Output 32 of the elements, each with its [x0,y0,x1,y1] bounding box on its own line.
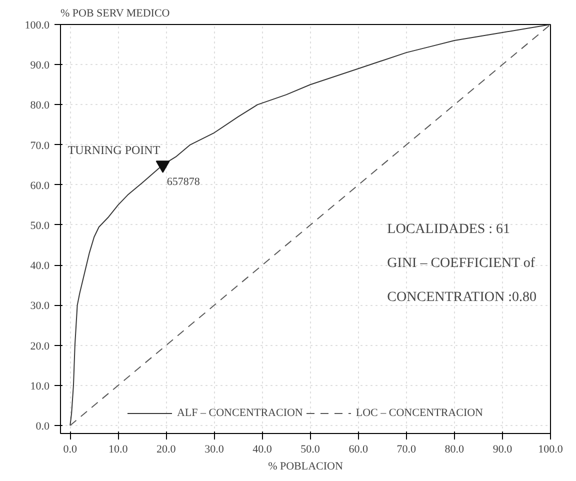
y-tick-label: 70.0 [30,140,50,152]
y-tick-label: 100.0 [24,20,50,32]
x-tick-label: 30.0 [204,444,224,456]
y-tick-label: 10.0 [30,380,50,392]
legend-label: ALF – CONCENTRACION [176,407,303,419]
x-tick-label: 100.0 [538,444,564,456]
x-tick-label: 0.0 [63,444,78,456]
y-tick-label: 30.0 [30,300,50,312]
y-tick-label: 50.0 [30,220,50,232]
x-tick-label: 50.0 [300,444,320,456]
y-tick-label: 80.0 [30,100,50,112]
x-tick-label: 70.0 [396,444,417,456]
annotation: TURNING POINT [68,142,161,157]
x-tick-label: 40.0 [252,444,272,456]
x-tick-label: 90.0 [492,444,513,456]
y-tick-label: 60.0 [30,180,50,192]
x-tick-label: 80.0 [444,444,465,456]
y-tick-label: 40.0 [30,260,50,272]
y-tick-label: 20.0 [30,340,50,352]
line-series [70,24,550,426]
x-tick-label: 10.0 [108,444,128,456]
annotation: LOCALIDADES : 61 [387,222,510,238]
x-tick-label: 60.0 [348,444,368,456]
annotation: GINI – COEFFICIENT of [387,256,536,272]
annotation: 657878 [166,176,200,188]
x-tick-label: 20.0 [156,444,176,456]
y-axis-title: % POB SERV MEDICO [60,8,170,20]
legend-label: LOC – CONCENTRACION [356,407,484,419]
y-tick-label: 0.0 [36,420,50,432]
y-tick-label: 90.0 [30,60,50,72]
x-axis-title: % POBLACION [268,460,343,472]
annotation: CONCENTRATION :0.80 [387,290,537,306]
